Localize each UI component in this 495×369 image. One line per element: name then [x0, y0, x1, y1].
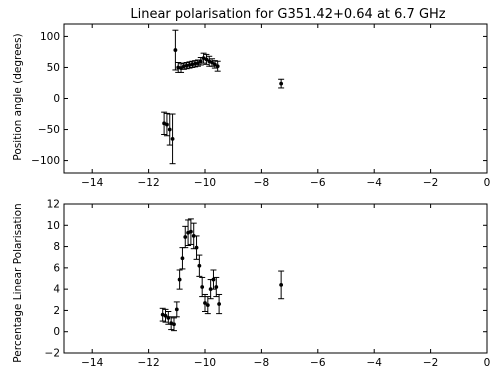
pl-data-point: [210, 269, 217, 290]
pa-marker: [279, 81, 284, 86]
pa-y-tick-label: −50: [38, 124, 60, 136]
pa-x-tick-label: −10: [194, 177, 216, 189]
pa-marker: [215, 64, 220, 69]
pl-x-tick-label: −14: [81, 357, 103, 369]
pa-y-tick-label: −100: [31, 155, 60, 167]
pl-x-tick-label: −6: [310, 357, 326, 369]
pl-axes-frame: [63, 203, 488, 354]
pl-marker: [174, 307, 179, 312]
pl-data-point: [179, 247, 186, 270]
pa-x-tick-label: −2: [423, 177, 438, 189]
pl-y-tick-label: 12: [47, 199, 60, 211]
pa-y-tick-label: 100: [40, 31, 60, 43]
pa-axes-frame: [63, 23, 488, 174]
position-angle-panel: −14 −12 −10 −8 −6 −4 −2 0 −100 −50 0 50 100: [31, 23, 491, 189]
pa-data-point: [172, 29, 179, 71]
pl-data-point: [173, 301, 180, 318]
pl-data-point: [159, 307, 166, 322]
pa-y-tick-label: 50: [47, 62, 60, 74]
pl-marker: [183, 235, 188, 239]
pl-x-tick-label: −12: [138, 357, 160, 369]
pl-marker: [214, 285, 219, 289]
pa-x-tick-label: −8: [254, 177, 269, 189]
pa-y-tick-label: 0: [53, 93, 60, 105]
pl-marker: [205, 303, 210, 308]
pa-x-tick-label: −14: [81, 177, 103, 189]
pl-x-tick-label: −2: [423, 357, 438, 369]
pa-x-tick-label: −6: [310, 177, 326, 189]
pa-data-point: [169, 113, 176, 165]
pl-marker: [172, 322, 176, 327]
pl-data-point: [216, 293, 223, 315]
pl-x-tick-label: −4: [366, 357, 382, 369]
pa-x-tick-label: −12: [138, 177, 160, 189]
pa-data-point: [163, 112, 170, 137]
pl-data-point: [213, 276, 220, 298]
chart-title: Linear polarisation for G351.42+0.64 at …: [130, 7, 445, 22]
pa-data-point: [194, 59, 201, 67]
pl-y-tick-label: 8: [53, 241, 60, 253]
pa-marker: [173, 48, 178, 52]
pl-y-tick-label: 0: [53, 326, 60, 338]
pl-y-tick-label: 2: [53, 305, 60, 317]
pl-marker: [203, 301, 207, 305]
percentage-polarisation-panel: −14 −12 −10 −8 −6 −4 −2 0 −2 0 2 4 6 8 10 12: [45, 199, 491, 369]
pa-x-tick-label: −4: [366, 177, 382, 189]
pl-y-tick-label: −2: [45, 348, 60, 360]
pl-data-point: [196, 254, 203, 277]
pl-y-tick-label: 4: [53, 284, 60, 296]
pl-data-point: [204, 296, 211, 315]
pl-data-point: [199, 276, 206, 298]
pl-marker: [211, 277, 216, 282]
pa-marker: [167, 127, 172, 132]
pa-marker: [204, 57, 209, 62]
pa-data-point: [211, 60, 218, 69]
pl-x-tick-label: −8: [254, 357, 269, 369]
pl-marker: [217, 302, 222, 306]
pl-marker: [194, 245, 199, 250]
pa-marker: [170, 136, 175, 141]
pl-x-tick-label: −10: [194, 357, 216, 369]
pl-marker: [200, 285, 205, 289]
pl-marker: [180, 256, 185, 261]
pa-marker: [165, 122, 169, 127]
pl-marker: [177, 277, 182, 282]
pl-data-point: [168, 316, 175, 331]
pl-marker: [163, 313, 168, 318]
pa-marker: [210, 60, 214, 65]
pa-data-point: [278, 78, 285, 89]
pl-marker: [189, 229, 193, 234]
pa-marker: [212, 62, 217, 67]
pl-marker: [197, 263, 202, 268]
pl-data-point: [182, 225, 189, 249]
pl-data-point: [202, 293, 208, 312]
pa-marker: [198, 59, 203, 64]
pa-data-point: [178, 63, 185, 73]
pl-marker: [279, 282, 284, 287]
pa-data-point: [209, 58, 216, 67]
pa-marker: [196, 61, 200, 66]
pl-y-tick-label: 6: [53, 262, 60, 274]
pa-x-tick-label: 0: [484, 177, 491, 189]
pl-x-tick-label: 0: [484, 357, 491, 369]
bottom-y-axis-label: Percentage Linear Polarisation: [12, 203, 24, 362]
pl-data-point: [176, 269, 183, 290]
pl-data-point: [170, 317, 177, 332]
pa-data-point: [214, 60, 221, 72]
top-y-axis-label: Position angle (degrees): [12, 33, 24, 160]
pl-y-tick-label: 10: [47, 220, 60, 232]
pa-data-point: [197, 57, 204, 66]
pl-data-point: [193, 235, 200, 260]
pl-data-point: [278, 270, 285, 300]
